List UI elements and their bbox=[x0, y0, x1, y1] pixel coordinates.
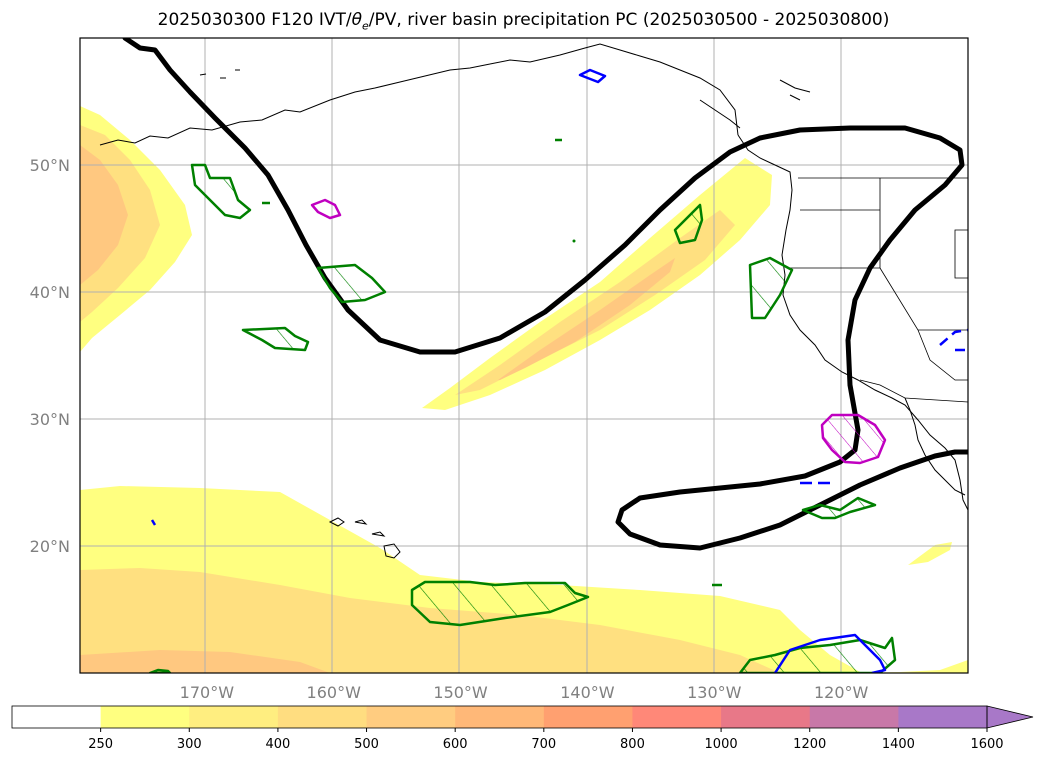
lat-tick-label: 20°N bbox=[30, 537, 70, 556]
precip-contours bbox=[148, 68, 968, 673]
precip-green-4 bbox=[673, 203, 704, 245]
lon-tick-label: 170°W bbox=[180, 683, 235, 702]
lon-tick-label: 160°W bbox=[307, 683, 362, 702]
precip-green-2 bbox=[316, 263, 387, 304]
precip-magenta-2 bbox=[820, 413, 887, 465]
colorbar-segment bbox=[721, 706, 811, 728]
precip-green-5 bbox=[748, 256, 794, 320]
map-title: 2025030300 F120 IVT/θe/PV, river basin p… bbox=[157, 10, 890, 33]
colorbar-segment bbox=[632, 706, 722, 728]
lat-tick-label: 50°N bbox=[30, 156, 70, 175]
precip-green-6 bbox=[410, 580, 590, 627]
map-frame bbox=[79, 37, 969, 674]
colorbar-segment bbox=[455, 706, 545, 728]
graticule bbox=[80, 38, 968, 673]
precip-magenta-1 bbox=[310, 198, 342, 220]
colorbar-tick-label: 250 bbox=[88, 737, 113, 752]
precip-green-9 bbox=[148, 668, 172, 673]
colorbar-segment bbox=[12, 706, 102, 728]
colorbar-segment bbox=[189, 706, 279, 728]
lon-tick-label: 150°W bbox=[433, 683, 488, 702]
colorbar-tick-label: 500 bbox=[354, 737, 379, 752]
colorbar-tick-label: 1000 bbox=[705, 737, 738, 752]
colorbar-frame bbox=[11, 705, 988, 729]
colorbar-segment bbox=[543, 706, 633, 728]
colorbar-tick-label: 1200 bbox=[793, 737, 826, 752]
precip-blue-1 bbox=[578, 68, 607, 84]
precip-green-1 bbox=[190, 163, 252, 220]
lat-axis: 50°N 40°N 30°N 20°N bbox=[30, 156, 70, 556]
colorbar-tick-label: 300 bbox=[177, 737, 202, 752]
colorbar-segment bbox=[366, 706, 456, 728]
colorbar-tick-label: 1400 bbox=[882, 737, 915, 752]
coastlines bbox=[99, 43, 968, 559]
lon-axis: 170°W 160°W 150°W 140°W 130°W 120°W bbox=[180, 683, 869, 702]
precip-green-7 bbox=[801, 496, 877, 520]
colorbar-tick-label: 400 bbox=[265, 737, 290, 752]
colorbar: 250 300 400 500 600 700 800 1000 1200 1400 1600 bbox=[11, 705, 1034, 752]
lon-tick-label: 120°W bbox=[814, 683, 869, 702]
colorbar-extend-arrow bbox=[986, 705, 1034, 729]
colorbar-tick-label: 1600 bbox=[970, 737, 1003, 752]
political-borders bbox=[790, 177, 968, 403]
ivt-shading bbox=[80, 106, 968, 673]
lon-tick-label: 130°W bbox=[687, 683, 742, 702]
map-panel bbox=[80, 38, 968, 673]
colorbar-segment bbox=[809, 706, 899, 728]
colorbar-tick-label: 600 bbox=[443, 737, 468, 752]
lon-tick-label: 140°W bbox=[560, 683, 615, 702]
lat-tick-label: 30°N bbox=[30, 410, 70, 429]
colorbar-segment bbox=[100, 706, 190, 728]
colorbar-tick-label: 800 bbox=[620, 737, 645, 752]
theta-symbol: θ bbox=[351, 10, 362, 30]
colorbar-segment bbox=[277, 706, 368, 728]
colorbar-segment bbox=[898, 706, 988, 728]
colorbar-tick-label: 700 bbox=[531, 737, 556, 752]
precip-blue-3 bbox=[939, 328, 968, 352]
pv-contour bbox=[122, 38, 968, 551]
lat-tick-label: 40°N bbox=[30, 283, 70, 302]
precip-blue-2 bbox=[773, 633, 887, 673]
precip-green-3 bbox=[241, 326, 310, 352]
